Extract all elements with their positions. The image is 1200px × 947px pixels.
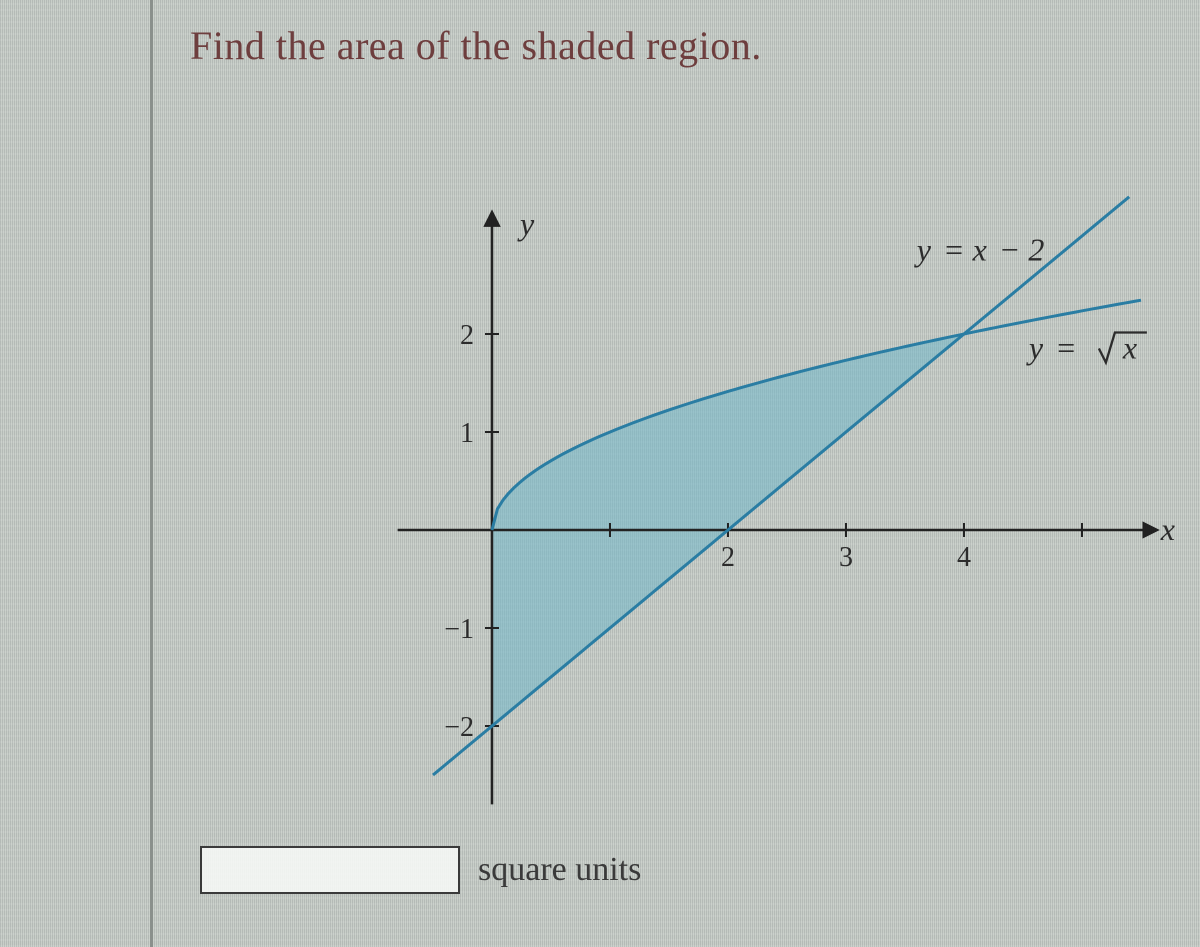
- y-tick-label: 2: [460, 320, 474, 351]
- chart-region: 2 3 4 −2 −1 1 2 y x y = x − 2 y = x: [370, 140, 1190, 820]
- area-chart: 2 3 4 −2 −1 1 2 y x y = x − 2 y = x: [370, 140, 1190, 820]
- units-label: square units: [478, 851, 641, 889]
- panel-divider: [150, 0, 153, 947]
- y-axis-label: y: [517, 205, 535, 241]
- answer-row: square units: [200, 846, 641, 894]
- curve-label-root-x: x: [1122, 330, 1137, 366]
- x-axis-label: x: [1160, 511, 1175, 547]
- x-tick-label: 2: [721, 542, 735, 573]
- y-tick-label: −1: [444, 614, 474, 645]
- x-tick-label: 3: [839, 542, 853, 573]
- curve-label-line: y = x − 2: [914, 232, 1045, 268]
- x-tick-label: 4: [957, 542, 971, 573]
- y-tick-label: 1: [460, 418, 474, 449]
- question-text: Find the area of the shaded region.: [190, 22, 762, 69]
- answer-input[interactable]: [200, 846, 460, 894]
- curve-label-root: y =: [1026, 330, 1077, 366]
- y-tick-label: −2: [444, 712, 474, 743]
